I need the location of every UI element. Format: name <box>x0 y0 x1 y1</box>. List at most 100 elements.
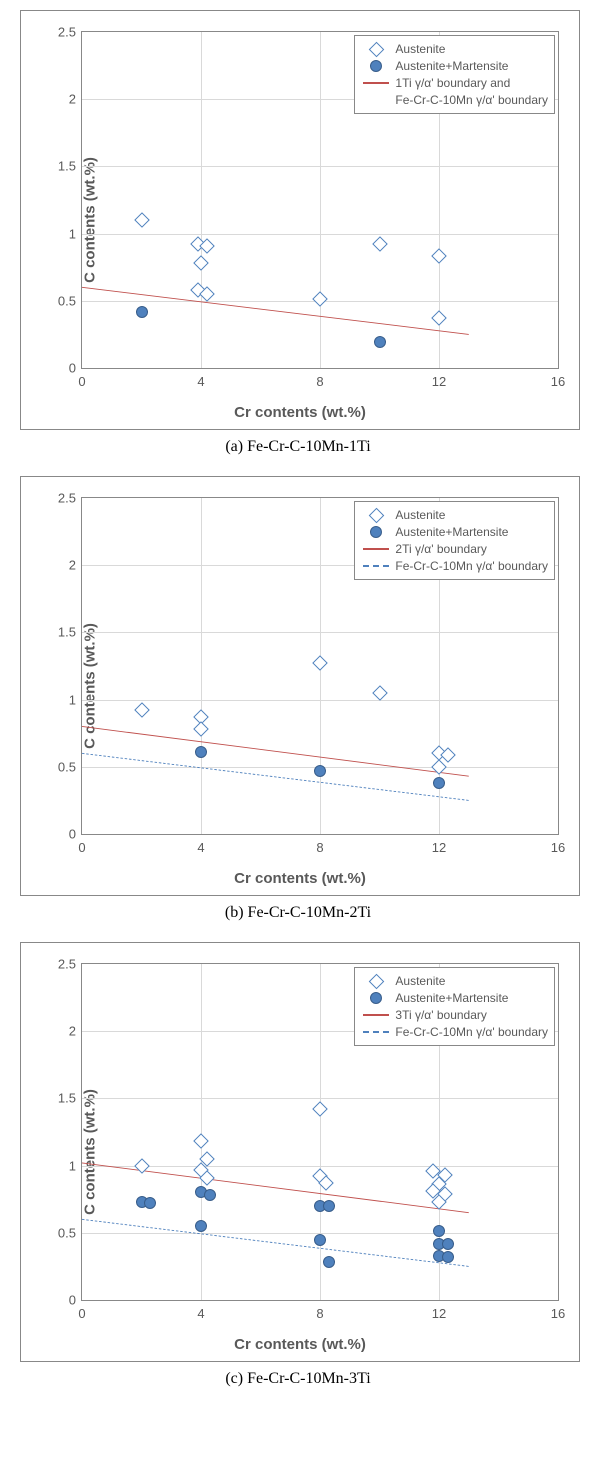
ytick-label: 0.5 <box>58 293 76 308</box>
chart-c-container: C contents (wt.%)Cr contents (wt.%)00.51… <box>10 942 586 1388</box>
legend-label: 1Ti γ/α' boundary and <box>395 75 510 91</box>
legend-item: 3Ti γ/α' boundary <box>361 1007 548 1023</box>
charts-root: C contents (wt.%)Cr contents (wt.%)00.51… <box>10 10 586 1388</box>
legend-label: Austenite <box>395 973 445 989</box>
chart-b: C contents (wt.%)Cr contents (wt.%)00.51… <box>20 476 580 896</box>
austenite-martensite-point <box>433 777 445 789</box>
chart-a: C contents (wt.%)Cr contents (wt.%)00.51… <box>20 10 580 430</box>
x-axis-label: Cr contents (wt.%) <box>234 870 366 887</box>
legend-item: Fe-Cr-C-10Mn γ/α' boundary <box>361 1024 548 1040</box>
plot-area: 00.511.522.50481216AusteniteAustenite+Ma… <box>81 31 559 369</box>
legend-label: 2Ti γ/α' boundary <box>395 541 487 557</box>
ytick-label: 2.5 <box>58 25 76 40</box>
austenite-point <box>196 724 207 735</box>
ytick-label: 2.5 <box>58 491 76 506</box>
xtick-label: 16 <box>551 840 565 855</box>
ytick-label: 2 <box>69 558 76 573</box>
legend-item: Austenite <box>361 507 548 523</box>
austenite-martensite-point <box>323 1200 335 1212</box>
austenite-point <box>374 687 385 698</box>
austenite-point <box>434 1196 445 1207</box>
ytick-label: 0 <box>69 361 76 376</box>
ytick-label: 1.5 <box>58 625 76 640</box>
austenite-point <box>434 761 445 772</box>
legend-marker <box>361 976 391 987</box>
xtick-label: 16 <box>551 1306 565 1321</box>
austenite-point <box>442 749 453 760</box>
legend-item: 2Ti γ/α' boundary <box>361 541 548 557</box>
austenite-martensite-point <box>442 1238 454 1250</box>
xtick-label: 4 <box>197 374 204 389</box>
chart-caption: (b) Fe-Cr-C-10Mn-2Ti <box>10 904 586 922</box>
legend-marker <box>361 992 391 1004</box>
austenite-martensite-point <box>323 1256 335 1268</box>
austenite-martensite-point <box>195 1220 207 1232</box>
legend-label: Austenite+Martensite <box>395 524 508 540</box>
ytick-label: 0.5 <box>58 1225 76 1240</box>
austenite-point <box>136 705 147 716</box>
xtick-label: 12 <box>432 1306 446 1321</box>
legend-label: Fe-Cr-C-10Mn γ/α' boundary <box>395 1024 548 1040</box>
ytick-label: 2 <box>69 1024 76 1039</box>
xtick-label: 8 <box>316 1306 323 1321</box>
ytick-label: 1 <box>69 1158 76 1173</box>
ytick-label: 0 <box>69 1293 76 1308</box>
plot-area: 00.511.522.50481216AusteniteAustenite+Ma… <box>81 963 559 1301</box>
austenite-point <box>201 1153 212 1164</box>
legend-marker <box>361 1031 391 1033</box>
xtick-label: 12 <box>432 374 446 389</box>
austenite-martensite-point <box>433 1225 445 1237</box>
legend-label: 3Ti γ/α' boundary <box>395 1007 487 1023</box>
legend-label: Fe-Cr-C-10Mn γ/α' boundary <box>395 92 548 108</box>
legend: AusteniteAustenite+Martensite1Ti γ/α' bo… <box>354 35 555 114</box>
ytick-label: 1.5 <box>58 159 76 174</box>
legend-marker <box>361 526 391 538</box>
ytick-label: 2.5 <box>58 957 76 972</box>
austenite-martensite-point <box>374 336 386 348</box>
legend-label: Austenite+Martensite <box>395 990 508 1006</box>
legend-marker <box>361 82 391 84</box>
ytick-label: 0 <box>69 827 76 842</box>
austenite-point <box>434 251 445 262</box>
chart-b-container: C contents (wt.%)Cr contents (wt.%)00.51… <box>10 476 586 922</box>
ytick-label: 1 <box>69 692 76 707</box>
austenite-point <box>315 658 326 669</box>
austenite-point <box>315 294 326 305</box>
austenite-martensite-point <box>204 1189 216 1201</box>
chart-caption: (a) Fe-Cr-C-10Mn-1Ti <box>10 438 586 456</box>
austenite-martensite-point <box>314 765 326 777</box>
plot-area: 00.511.522.50481216AusteniteAustenite+Ma… <box>81 497 559 835</box>
legend-item: Austenite <box>361 41 548 57</box>
legend-marker <box>361 1014 391 1016</box>
austenite-point <box>201 1172 212 1183</box>
legend-marker <box>361 510 391 521</box>
legend-item: Austenite+Martensite <box>361 990 548 1006</box>
legend-label: Austenite <box>395 41 445 57</box>
austenite-point <box>315 1104 326 1115</box>
legend-item: 1Ti γ/α' boundary and <box>361 75 548 91</box>
austenite-point <box>434 313 445 324</box>
xtick-label: 4 <box>197 840 204 855</box>
legend-marker <box>361 44 391 55</box>
xtick-label: 16 <box>551 374 565 389</box>
xtick-label: 4 <box>197 1306 204 1321</box>
legend-marker <box>361 548 391 550</box>
boundary-line-dashed <box>82 753 469 800</box>
legend-item: Austenite+Martensite <box>361 58 548 74</box>
xtick-label: 12 <box>432 840 446 855</box>
austenite-martensite-point <box>136 306 148 318</box>
austenite-point <box>320 1178 331 1189</box>
legend-marker <box>361 60 391 72</box>
xtick-label: 8 <box>316 374 323 389</box>
ytick-label: 1.5 <box>58 1091 76 1106</box>
austenite-point <box>196 1136 207 1147</box>
legend-marker <box>361 565 391 567</box>
boundary-line-red <box>82 726 469 776</box>
legend: AusteniteAustenite+Martensite2Ti γ/α' bo… <box>354 501 555 580</box>
austenite-point <box>196 258 207 269</box>
austenite-point <box>201 240 212 251</box>
chart-a-container: C contents (wt.%)Cr contents (wt.%)00.51… <box>10 10 586 456</box>
legend: AusteniteAustenite+Martensite3Ti γ/α' bo… <box>354 967 555 1046</box>
austenite-point <box>136 1160 147 1171</box>
xtick-label: 0 <box>78 374 85 389</box>
